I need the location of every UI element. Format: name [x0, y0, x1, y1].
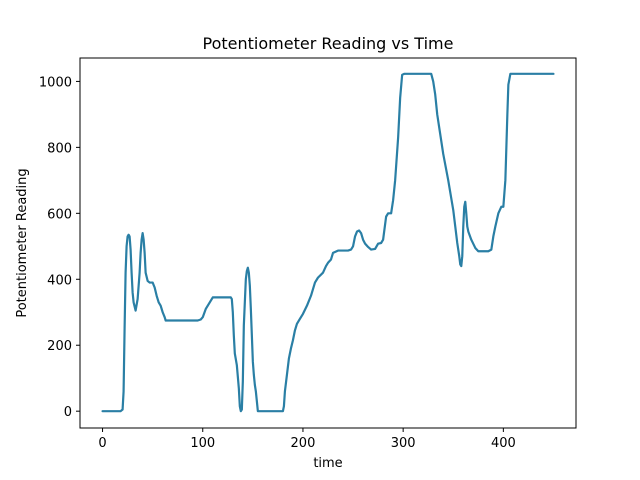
x-tick-label: 400: [491, 436, 516, 451]
y-tick-label: 1000: [39, 75, 72, 90]
y-tick-label: 200: [47, 339, 72, 354]
x-tick-label: 300: [391, 436, 416, 451]
x-tick-label: 200: [291, 436, 316, 451]
x-axis-ticks: 0 100 200 300 400: [98, 428, 516, 451]
chart-title: Potentiometer Reading vs Time: [203, 34, 454, 53]
axes-frame: [79, 57, 577, 429]
y-tick-label: 600: [47, 207, 72, 222]
x-axis-label: time: [313, 456, 342, 471]
y-tick-label: 400: [47, 273, 72, 288]
y-tick-label: 0: [64, 405, 72, 420]
y-axis-label: Potentiometer Reading: [15, 168, 30, 317]
x-tick-label: 0: [98, 436, 106, 451]
plot-area: [101, 72, 555, 413]
y-tick-label: 800: [47, 141, 72, 156]
y-axis-ticks: 0 200 400 600 800 1000: [39, 75, 80, 420]
x-tick-label: 100: [190, 436, 215, 451]
series-line-0: [101, 72, 555, 413]
